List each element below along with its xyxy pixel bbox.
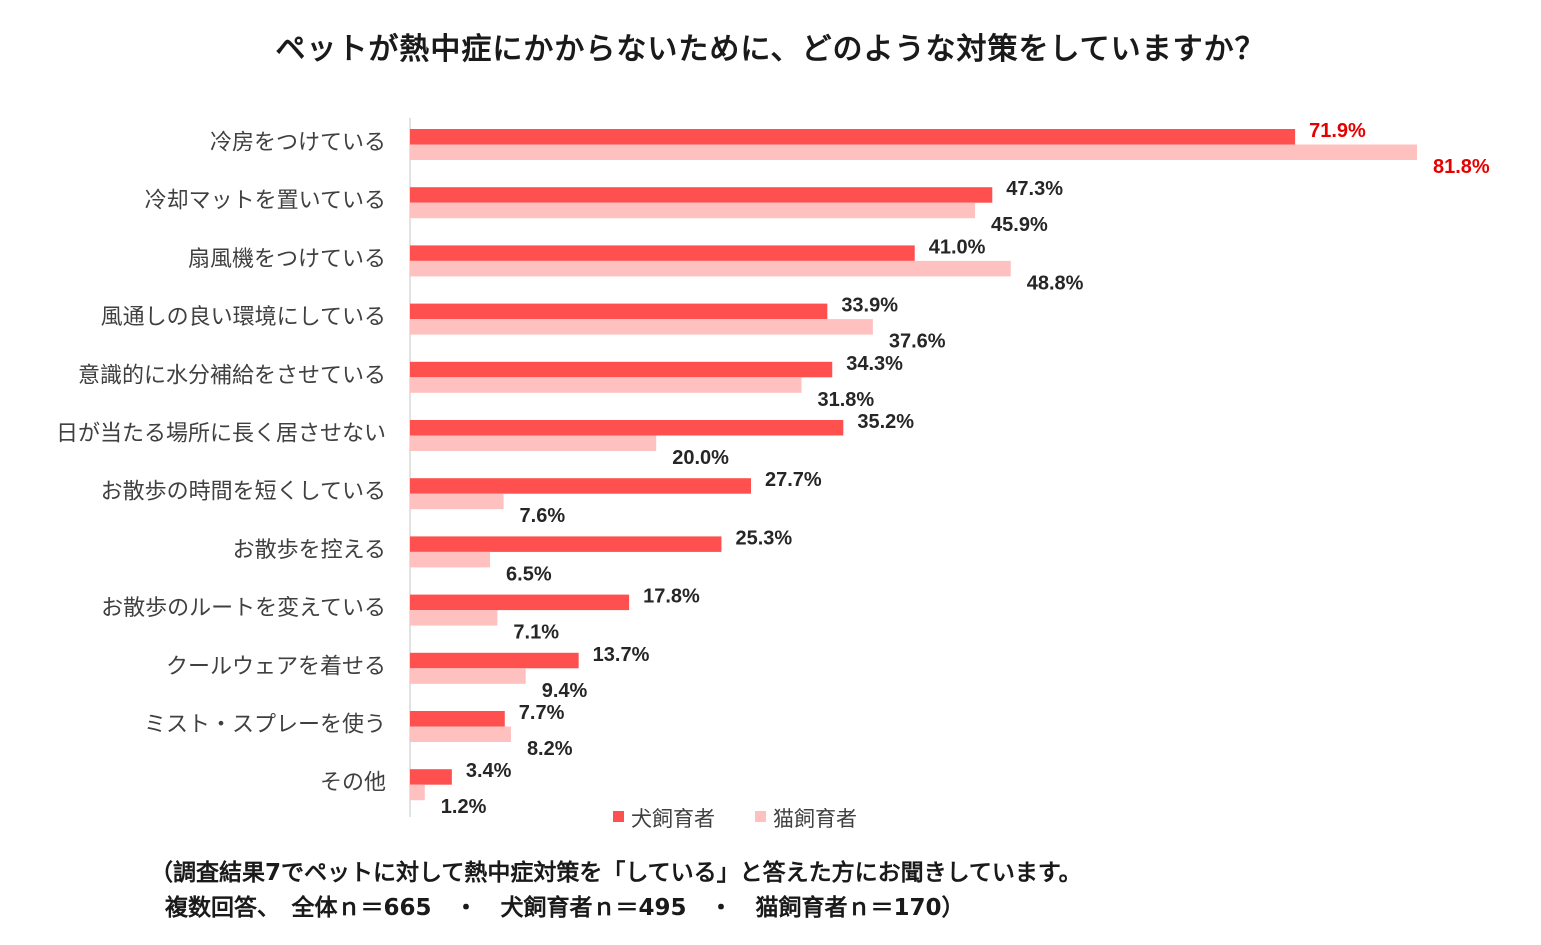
- legend-label-dog: 犬飼育者: [631, 807, 715, 831]
- data-label-cat: 20.0%: [672, 447, 729, 469]
- bar-dog: [410, 769, 452, 785]
- data-label-dog: 71.9%: [1309, 120, 1366, 142]
- data-label-dog: 33.9%: [841, 295, 898, 317]
- legend-label-cat: 猫飼育者: [773, 807, 857, 831]
- bar-cat: [410, 377, 802, 393]
- bar-cat: [410, 435, 657, 451]
- category-label: 冷却マットを置いている: [145, 189, 386, 214]
- bar-dog: [410, 245, 915, 261]
- bar-dog: [410, 478, 752, 494]
- bar-cat: [410, 784, 425, 801]
- data-label-dog: 41.0%: [929, 236, 986, 258]
- bar-dog: [410, 594, 630, 611]
- legend-swatch-cat: [755, 811, 766, 822]
- bar-cat: [410, 144, 1417, 160]
- bar-cat: [410, 726, 511, 742]
- bar-cat: [410, 668, 526, 684]
- footnote-line-1: （調査結果7でペットに対して熱中症対策を「している」と答えた方にお聞きしています…: [150, 860, 1082, 886]
- data-label-cat: 37.6%: [889, 331, 946, 353]
- category-label: 冷房をつけている: [210, 131, 386, 156]
- data-label-cat: 6.5%: [506, 563, 552, 585]
- bar-dog: [410, 420, 844, 436]
- category-label: お散歩を控える: [233, 538, 386, 563]
- category-label: 日が当たる場所に長く居させない: [56, 422, 386, 447]
- category-label: 意識的に水分補給をさせている: [78, 363, 386, 388]
- bar-dog: [410, 711, 505, 727]
- data-label-dog: 34.3%: [846, 353, 903, 375]
- footnote-line-2: 複数回答、 全体ｎ＝665 ・ 犬飼育者ｎ＝495 ・ 猫飼育者ｎ＝170）: [165, 895, 965, 921]
- data-label-cat: 7.1%: [513, 622, 559, 644]
- bar-dog: [410, 129, 1296, 145]
- data-label-cat: 1.2%: [441, 796, 487, 818]
- legend-swatch-dog: [613, 811, 624, 822]
- category-label: お散歩のルートを変えている: [101, 596, 386, 621]
- data-label-dog: 27.7%: [765, 469, 822, 491]
- bar-cat: [410, 610, 498, 626]
- data-label-dog: 25.3%: [735, 527, 792, 549]
- bar-dog: [410, 652, 579, 669]
- category-label: 扇風機をつけている: [188, 247, 386, 272]
- data-label-dog: 47.3%: [1006, 178, 1063, 200]
- data-label-dog: 3.4%: [466, 760, 512, 782]
- bar-dog: [410, 536, 722, 552]
- bar-cat: [410, 551, 491, 568]
- chart-title: ペットが熱中症にかからないために、どのような対策をしていますか？: [275, 32, 1266, 67]
- category-label: 風通しの良い環境にしている: [101, 305, 386, 330]
- data-label-cat: 45.9%: [991, 214, 1048, 236]
- bar-cat: [410, 260, 1011, 277]
- category-label: クールウェアを着せる: [166, 654, 386, 679]
- bar-cat: [410, 319, 873, 335]
- data-label-cat: 8.2%: [527, 738, 573, 760]
- bar-cat: [410, 493, 504, 510]
- data-label-dog: 7.7%: [519, 702, 565, 724]
- data-label-cat: 81.8%: [1433, 156, 1490, 178]
- bar-cat: [410, 202, 976, 219]
- data-label-cat: 9.4%: [542, 680, 588, 702]
- bar-dog: [410, 361, 833, 378]
- data-label-cat: 7.6%: [520, 505, 566, 527]
- bar-dog: [410, 303, 828, 320]
- category-label: その他: [320, 771, 386, 796]
- data-label-cat: 31.8%: [817, 389, 874, 411]
- data-label-cat: 48.8%: [1027, 272, 1084, 294]
- bar-dog: [410, 187, 993, 203]
- category-label: ミスト・スプレーを使う: [144, 713, 386, 738]
- category-label: お散歩の時間を短くしている: [101, 480, 386, 505]
- data-label-dog: 13.7%: [593, 644, 650, 666]
- data-label-dog: 17.8%: [643, 586, 700, 608]
- data-label-dog: 35.2%: [857, 411, 914, 433]
